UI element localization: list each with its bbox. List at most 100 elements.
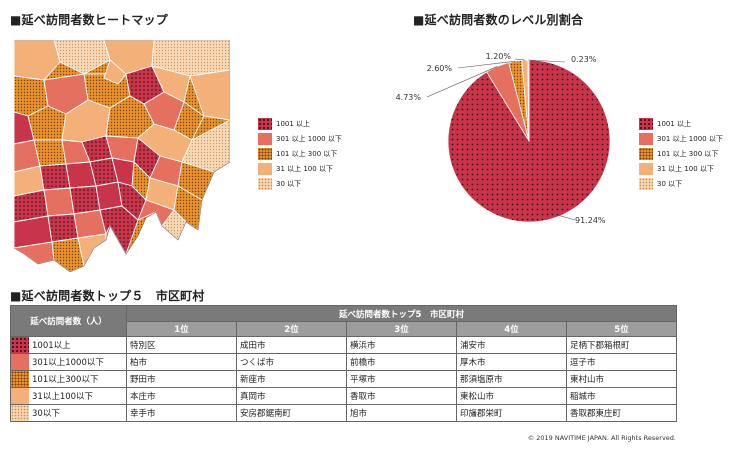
legend-swatch (258, 163, 272, 176)
level-label: 301以上1000以下 (32, 358, 104, 368)
city-cell: 厚木市 (456, 353, 567, 371)
table-row: 30以下 幸手市 安房郡鋸南町 旭市 印旛郡栄町 香取郡東庄町 (10, 404, 677, 422)
city-cell: 成田市 (236, 336, 347, 354)
legend-item: 30 以下 (639, 178, 723, 191)
city-cell: 新座市 (236, 370, 347, 388)
pie-leader-line (549, 212, 576, 221)
pie-value-label: 0.23% (571, 55, 597, 64)
legend-label: 301 以上 1000 以下 (657, 134, 723, 143)
pie-chart: 91.24% 4.73% 2.60% 1.20% 0.23% (396, 52, 611, 225)
legend-swatch (258, 117, 272, 130)
legend-swatch (639, 178, 653, 191)
level-cell: 31以上100以下 (10, 387, 127, 405)
legend-swatch (639, 163, 653, 176)
legend-item: 101 以上 300 以下 (639, 147, 723, 160)
legend-label: 1001 以上 (276, 119, 311, 128)
rank-header: 4位 (456, 321, 567, 337)
level-label: 30以下 (32, 409, 60, 419)
level-swatch (11, 371, 29, 387)
map-section-title: ■延べ訪問者数ヒートマップ (10, 13, 168, 27)
legend-label: 1001 以上 (657, 119, 692, 128)
pie-section-title: ■延べ訪問者数のレベル別割合 (413, 13, 584, 27)
city-cell: 浦安市 (456, 336, 567, 354)
legend-label: 30 以下 (657, 180, 683, 189)
city-cell: 足柄下郡箱根町 (566, 336, 677, 354)
legend-label: 101 以上 300 以下 (276, 149, 338, 158)
copyright-notice: © 2019 NAVITIME JAPAN. All Rights Reserv… (527, 434, 676, 442)
level-cell: 1001以上 (10, 336, 127, 354)
city-cell: 真岡市 (236, 387, 347, 405)
city-cell: 東村山市 (566, 370, 677, 388)
level-swatch (11, 354, 29, 370)
city-cell: 東松山市 (456, 387, 567, 405)
pie-leader-line (528, 59, 566, 63)
legend-item: 31 以上 100 以下 (258, 163, 342, 176)
city-cell: 逗子市 (566, 353, 677, 371)
level-label: 31以上100以下 (32, 392, 94, 402)
rank-header: 3位 (346, 321, 457, 337)
table-section-title: ■延べ訪問者数トップ５ 市区町村 (10, 289, 205, 303)
table-row: 101以上300以下 野田市 新座市 平塚市 那須塩原市 東村山市 (10, 370, 677, 388)
rank-header: 5位 (566, 321, 677, 337)
city-cell: 柏市 (126, 353, 237, 371)
legend-swatch (258, 178, 272, 191)
level-column-header: 延べ訪問者数（人） (10, 305, 127, 337)
legend-swatch (258, 132, 272, 145)
city-cell: 横浜市 (346, 336, 457, 354)
city-cell: 印旛郡栄町 (456, 404, 567, 422)
table-row: 1001以上 特別区 成田市 横浜市 浦安市 足柄下郡箱根町 (10, 336, 677, 354)
pie-value-label: 1.20% (486, 52, 512, 61)
city-cell: 香取郡東庄町 (566, 404, 677, 422)
pie-legend: 1001 以上 301 以上 1000 以下 101 以上 300 以下 31 … (639, 117, 723, 193)
legend-label: 301 以上 1000 以下 (276, 134, 342, 143)
pie-leader-line (457, 60, 516, 69)
legend-item: 101 以上 300 以下 (258, 147, 342, 160)
top5-header: 延べ訪問者数トップ5 市区町村 (126, 305, 677, 322)
level-swatch (11, 388, 29, 404)
city-cell: 特別区 (126, 336, 237, 354)
legend-item: 301 以上 1000 以下 (639, 132, 723, 145)
level-swatch (11, 405, 29, 421)
legend-label: 30 以下 (276, 180, 302, 189)
city-cell: 那須塩原市 (456, 370, 567, 388)
legend-label: 31 以上 100 以下 (276, 165, 333, 174)
legend-label: 101 以上 300 以下 (657, 149, 719, 158)
city-cell: 野田市 (126, 370, 237, 388)
level-swatch (11, 337, 29, 353)
table-row: 31以上100以下 本庄市 真岡市 香取市 東松山市 稲城市 (10, 387, 677, 405)
legend-swatch (639, 132, 653, 145)
legend-item: 31 以上 100 以下 (639, 163, 723, 176)
legend-item: 1001 以上 (639, 117, 723, 130)
city-cell: 平塚市 (346, 370, 457, 388)
level-label: 101以上300以下 (32, 375, 99, 385)
city-cell: 安房郡鋸南町 (236, 404, 347, 422)
top5-table: 延べ訪問者数（人） 延べ訪問者数トップ5 市区町村 1位 2位 3位 4位 5位… (10, 305, 677, 422)
city-cell: 旭市 (346, 404, 457, 422)
city-cell: つくば市 (236, 353, 347, 371)
legend-swatch (639, 147, 653, 160)
pie-value-label: 4.73% (396, 93, 422, 102)
city-cell: 本庄市 (126, 387, 237, 405)
rank-header: 2位 (236, 321, 347, 337)
pie-leader-line (514, 58, 525, 61)
legend-swatch (639, 117, 653, 130)
level-label: 1001以上 (32, 341, 71, 351)
pie-leader-line (426, 66, 498, 98)
legend-item: 301 以上 1000 以下 (258, 132, 342, 145)
heatmap-image (14, 40, 230, 272)
legend-item: 1001 以上 (258, 117, 342, 130)
city-cell: 前橋市 (346, 353, 457, 371)
legend-item: 30 以下 (258, 178, 342, 191)
table-row: 301以上1000以下 柏市 つくば市 前橋市 厚木市 逗子市 (10, 353, 677, 371)
pie-value-label: 2.60% (427, 64, 453, 73)
map-legend: 1001 以上 301 以上 1000 以下 101 以上 300 以下 31 … (258, 117, 342, 193)
level-cell: 101以上300以下 (10, 370, 127, 388)
city-cell: 稲城市 (566, 387, 677, 405)
legend-label: 31 以上 100 以下 (657, 165, 714, 174)
legend-swatch (258, 147, 272, 160)
city-cell: 香取市 (346, 387, 457, 405)
city-cell: 幸手市 (126, 404, 237, 422)
level-cell: 301以上1000以下 (10, 353, 127, 371)
pie-value-label: 91.24% (575, 216, 606, 225)
rank-header: 1位 (126, 321, 237, 337)
